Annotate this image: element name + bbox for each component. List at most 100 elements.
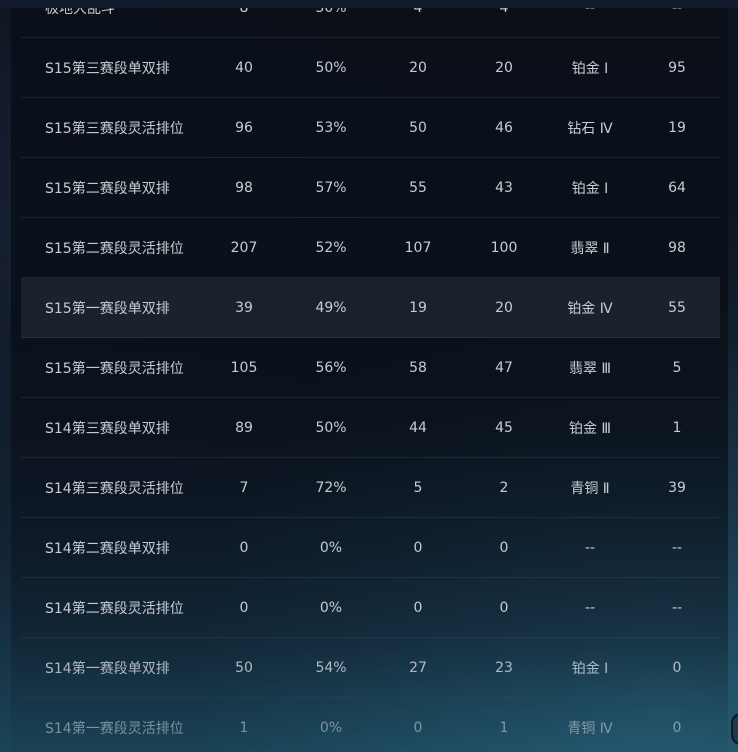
row-name: S15第一赛段灵活排位 [45, 360, 184, 377]
losses-count: 0 [499, 599, 509, 616]
wins-count: 0 [413, 539, 423, 556]
table-row[interactable]: S14第二赛段灵活排位 0 0% 0 0 -- -- [21, 578, 720, 638]
losses-count: 1 [499, 719, 509, 736]
games-count: 7 [239, 479, 249, 496]
losses-count: 2 [499, 479, 509, 496]
table-row[interactable]: S15第三赛段灵活排位 96 53% 50 46 钻石 Ⅳ 19 [21, 98, 720, 158]
rank-tier: 铂金 Ⅳ [567, 300, 613, 317]
league-points: 5 [672, 359, 682, 376]
league-points: 98 [668, 239, 686, 256]
table-row[interactable]: S15第三赛段单双排 40 50% 20 20 铂金 Ⅰ 95 [21, 38, 720, 98]
league-points: 19 [668, 119, 686, 136]
rank-tier: 青铜 Ⅳ [567, 720, 613, 737]
win-rate: 49% [315, 299, 347, 316]
rank-tier: 翡翠 Ⅲ [568, 360, 612, 377]
row-name: S14第二赛段单双排 [45, 540, 170, 557]
losses-count: 20 [495, 299, 513, 316]
win-rate: 56% [315, 359, 347, 376]
losses-count: 20 [495, 59, 513, 76]
losses-count: 45 [495, 419, 513, 436]
wins-count: 58 [409, 359, 427, 376]
win-rate: 0% [319, 719, 343, 736]
table-row[interactable]: S14第一赛段单双排 50 54% 27 23 铂金 Ⅰ 0 [21, 638, 720, 698]
wins-count: 44 [409, 419, 427, 436]
row-name: S14第二赛段灵活排位 [45, 600, 184, 617]
league-points: -- [671, 599, 683, 616]
games-count: 0 [239, 539, 249, 556]
table-row[interactable]: S14第二赛段单双排 0 0% 0 0 -- -- [21, 518, 720, 578]
league-points: 55 [668, 299, 686, 316]
league-points: -- [671, 539, 683, 556]
table-row[interactable]: S14第三赛段单双排 89 50% 44 45 铂金 Ⅲ 1 [21, 398, 720, 458]
win-rate: 53% [315, 119, 347, 136]
row-name: S15第二赛段灵活排位 [45, 240, 184, 257]
win-rate: 50% [315, 419, 347, 436]
wins-count: 19 [409, 299, 427, 316]
row-name: S14第三赛段灵活排位 [45, 480, 184, 497]
rank-tier: 铂金 Ⅲ [568, 420, 612, 437]
row-name: S15第三赛段单双排 [45, 60, 170, 77]
rank-tier: 铂金 Ⅰ [571, 60, 609, 77]
losses-count: 100 [490, 239, 518, 256]
row-name: S14第三赛段单双排 [45, 420, 170, 437]
rank-tier: 钻石 Ⅳ [567, 120, 613, 137]
win-rate: 0% [319, 539, 343, 556]
league-points: 0 [672, 659, 682, 676]
losses-count: 23 [495, 659, 513, 676]
wins-count: 55 [409, 179, 427, 196]
win-rate: 54% [315, 659, 347, 676]
games-count: 207 [230, 239, 258, 256]
row-name: S14第一赛段灵活排位 [45, 720, 184, 737]
losses-count: 47 [495, 359, 513, 376]
rank-tier: -- [584, 599, 596, 616]
wins-count: 50 [409, 119, 427, 136]
league-points: 95 [668, 59, 686, 76]
league-points: 64 [668, 179, 686, 196]
rank-tier: 青铜 Ⅱ [570, 480, 610, 497]
table-row[interactable]: S14第一赛段灵活排位 1 0% 0 1 青铜 Ⅳ 0 [21, 698, 720, 752]
wins-count: 0 [413, 599, 423, 616]
losses-count: 43 [495, 179, 513, 196]
row-name: S15第二赛段单双排 [45, 180, 170, 197]
games-count: 96 [235, 119, 253, 136]
win-rate: 50% [315, 59, 347, 76]
top-bar [0, 0, 738, 8]
win-rate: 72% [315, 479, 347, 496]
win-rate: 52% [315, 239, 347, 256]
league-points: 39 [668, 479, 686, 496]
losses-count: 0 [499, 539, 509, 556]
games-count: 0 [239, 599, 249, 616]
games-count: 89 [235, 419, 253, 436]
rank-tier: 铂金 Ⅰ [571, 180, 609, 197]
wins-count: 0 [413, 719, 423, 736]
scroll-handle[interactable] [731, 713, 738, 745]
table-row[interactable]: S15第一赛段单双排 39 49% 19 20 铂金 Ⅳ 55 [21, 278, 720, 338]
rank-tier: -- [584, 539, 596, 556]
games-count: 40 [235, 59, 253, 76]
league-points: 1 [672, 419, 682, 436]
rank-tier: 翡翠 Ⅱ [570, 240, 610, 257]
games-count: 50 [235, 659, 253, 676]
win-rate: 57% [315, 179, 347, 196]
rank-tier: 铂金 Ⅰ [571, 660, 609, 677]
table-row[interactable]: S15第二赛段灵活排位 207 52% 107 100 翡翠 Ⅱ 98 [21, 218, 720, 278]
table-row[interactable]: S14第三赛段灵活排位 7 72% 5 2 青铜 Ⅱ 39 [21, 458, 720, 518]
row-name: S14第一赛段单双排 [45, 660, 170, 677]
league-points: 0 [672, 719, 682, 736]
table-row[interactable]: S15第一赛段灵活排位 105 56% 58 47 翡翠 Ⅲ 5 [21, 338, 720, 398]
table-row[interactable]: S15第二赛段单双排 98 57% 55 43 铂金 Ⅰ 64 [21, 158, 720, 218]
games-count: 39 [235, 299, 253, 316]
row-name: S15第三赛段灵活排位 [45, 120, 184, 137]
wins-count: 107 [404, 239, 432, 256]
wins-count: 27 [409, 659, 427, 676]
win-rate: 0% [319, 599, 343, 616]
wins-count: 5 [413, 479, 423, 496]
wins-count: 20 [409, 59, 427, 76]
row-name: S15第一赛段单双排 [45, 300, 170, 317]
losses-count: 46 [495, 119, 513, 136]
games-count: 98 [235, 179, 253, 196]
games-count: 105 [230, 359, 258, 376]
games-count: 1 [239, 719, 249, 736]
